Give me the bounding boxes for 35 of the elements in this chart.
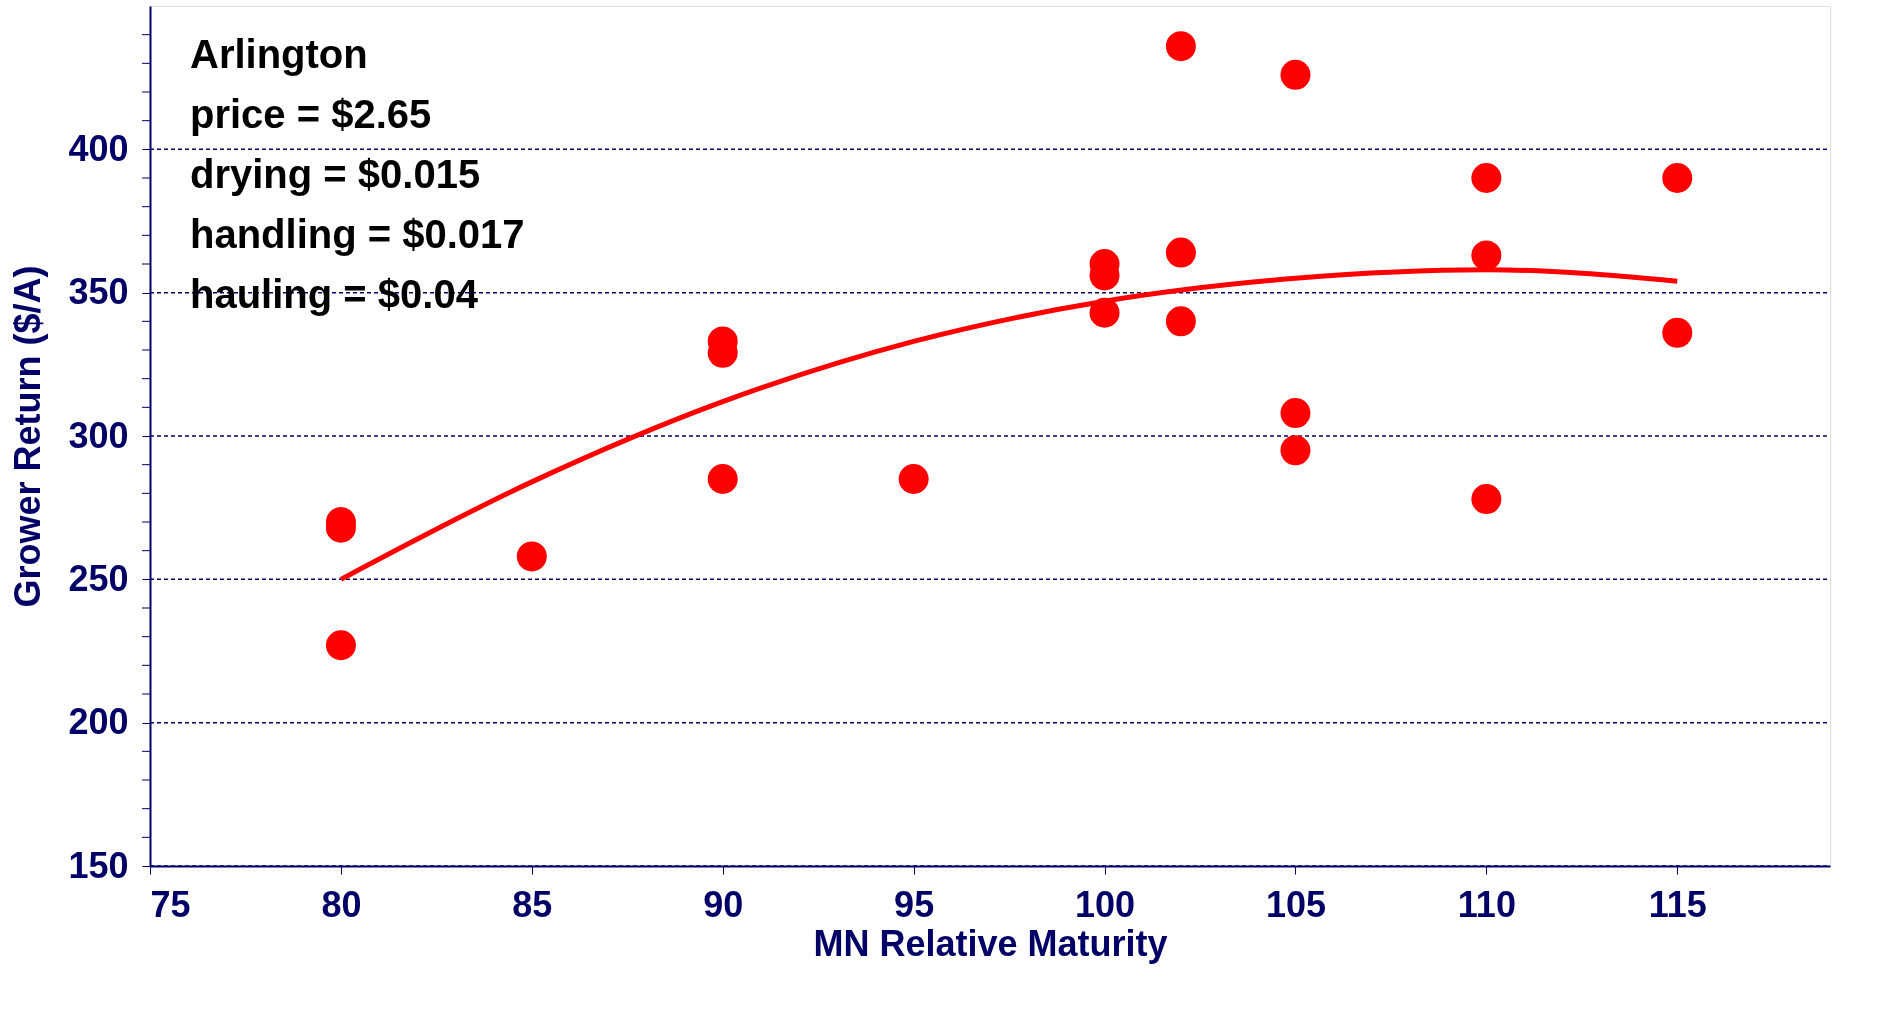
point [1280, 59, 1311, 90]
point [1165, 237, 1196, 268]
point [1471, 163, 1502, 193]
y-axis-title: Grower Return ($/A) [7, 265, 49, 608]
y-tick-label: 200 [68, 701, 129, 743]
y-tick-label: 400 [68, 127, 129, 169]
point [1471, 484, 1502, 515]
point [1662, 317, 1693, 348]
point [707, 464, 738, 494]
y-tick-label: 250 [68, 557, 129, 599]
x-tick-label: 105 [1265, 883, 1326, 925]
annotation: handling = $0.017 [190, 212, 525, 256]
point [898, 464, 929, 494]
x-tick-label: 85 [512, 883, 553, 925]
x-tick-label: 115 [1648, 883, 1707, 925]
x-tick-label: 75 [150, 883, 191, 925]
y-tick-label: 350 [68, 271, 129, 313]
annotation: price = $2.65 [190, 92, 432, 136]
point [1662, 163, 1693, 193]
y-tick-label: 150 [68, 844, 129, 886]
point [1165, 31, 1196, 62]
annotation: drying = $0.015 [190, 152, 481, 196]
point [325, 630, 356, 661]
x-tick-label: 95 [894, 883, 935, 925]
point [1165, 306, 1196, 337]
point [1280, 398, 1311, 429]
point [516, 541, 547, 572]
x-tick-label: 100 [1075, 883, 1136, 925]
annotation: Arlington [190, 32, 368, 76]
point [1280, 435, 1311, 466]
x-tick-label: 90 [703, 883, 744, 925]
x-tick-label: 80 [321, 883, 362, 925]
x-axis-title: MN Relative Maturity [813, 922, 1168, 964]
y-tick-label: 300 [68, 414, 129, 456]
x-tick-label: 110 [1457, 883, 1516, 925]
